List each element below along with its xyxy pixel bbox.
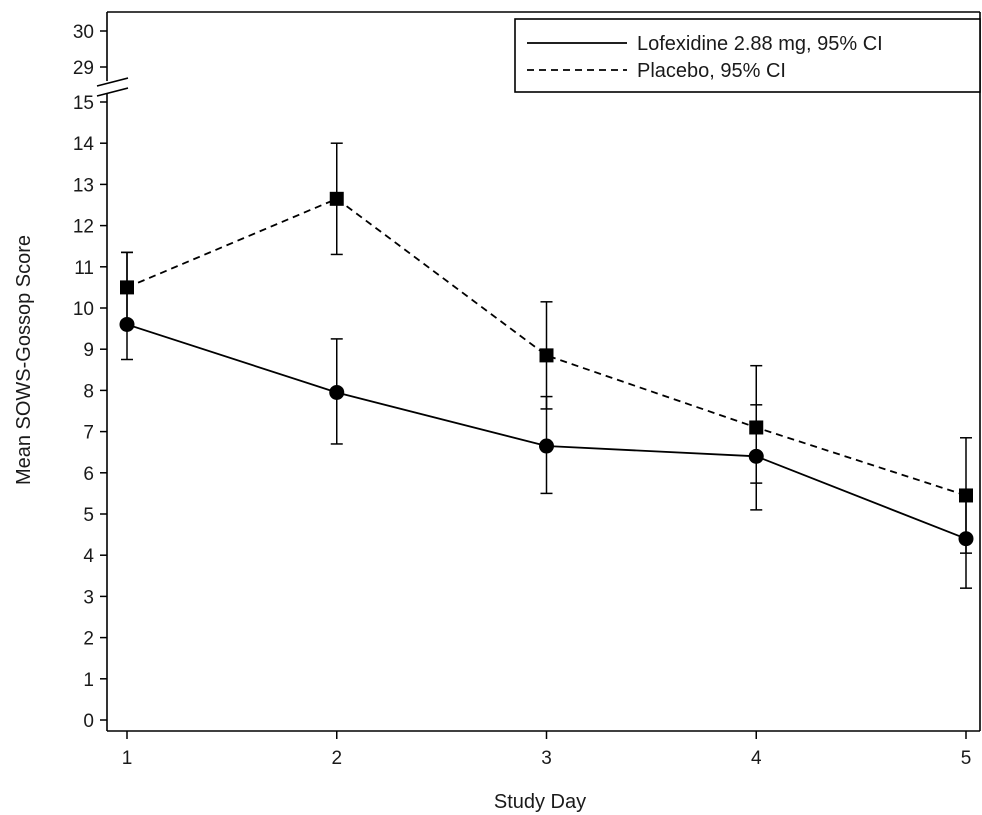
data-point: [120, 280, 134, 295]
legend-label-placebo: Placebo, 95% CI: [637, 60, 786, 82]
data-point: [959, 488, 973, 503]
y-tick-label: 10: [73, 299, 94, 320]
y-tick-label: 12: [73, 217, 94, 238]
y-tick-label: 11: [74, 258, 94, 279]
y-tick-label: 4: [83, 546, 94, 567]
axis-break-mark-lower: [96, 87, 129, 97]
y-tick-label: 30: [73, 22, 94, 43]
data-point: [329, 191, 344, 206]
y-tick-label: 15: [73, 93, 94, 114]
axis-break-mark-upper: [96, 77, 129, 87]
series-lofexidine: [119, 251, 974, 589]
plot-frame: [106, 11, 981, 732]
y-tick-label: 5: [83, 505, 94, 526]
data-point: [539, 348, 554, 363]
x-axis-ticks: 1 2 3 4 5: [122, 731, 972, 769]
series-layer: [119, 142, 974, 589]
y-tick-label: 7: [83, 423, 94, 444]
x-axis-label: Study Day: [494, 791, 586, 813]
x-tick-label: 3: [541, 748, 552, 769]
data-point: [749, 420, 764, 435]
data-point: [539, 438, 554, 454]
y-tick-label: 1: [83, 670, 94, 691]
y-tick-label: 6: [83, 464, 94, 485]
y-tick-label: 29: [73, 58, 94, 79]
y-tick-label: 13: [73, 175, 94, 196]
x-tick-label: 5: [961, 748, 972, 769]
legend-label-lofexidine: Lofexidine 2.88 mg, 95% CI: [637, 33, 883, 55]
y-tick-label: 8: [83, 381, 94, 402]
y-tick-label: 9: [83, 340, 94, 361]
y-tick-label: 2: [83, 629, 94, 650]
x-tick-label: 2: [331, 748, 342, 769]
x-tick-label: 1: [122, 748, 133, 769]
y-axis-label: Mean SOWS-Gossop Score: [13, 235, 35, 485]
legend-box: [514, 18, 981, 93]
y-tick-label: 3: [83, 587, 94, 608]
legend: Lofexidine 2.88 mg, 95% CI Placebo, 95% …: [514, 18, 981, 93]
y-tick-label: 14: [73, 134, 95, 155]
y-axis-break: [96, 77, 129, 97]
y-tick-label: 0: [83, 711, 94, 732]
series-line: [126, 197, 967, 497]
x-tick-label: 4: [751, 748, 762, 769]
data-point: [329, 384, 345, 400]
series-placebo: [120, 142, 973, 554]
